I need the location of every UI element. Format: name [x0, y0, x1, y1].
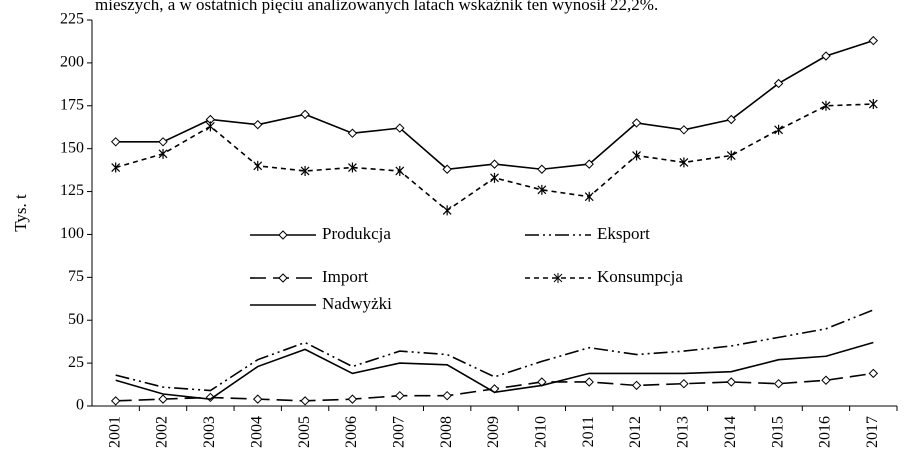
marker [868, 35, 879, 46]
y-tick-label: 125 [60, 182, 84, 199]
marker [726, 150, 736, 161]
x-tick-label: 2011 [580, 416, 597, 447]
y-tick-label: 50 [68, 311, 84, 328]
x-tick-label: 2017 [864, 416, 881, 448]
x-tick-label: 2008 [438, 416, 455, 448]
marker [679, 125, 689, 135]
marker [158, 148, 168, 159]
legend-label: Nadwyżki [322, 294, 392, 313]
marker [253, 160, 263, 171]
series-line [115, 103, 874, 212]
x-tick-label: 2014 [722, 416, 739, 448]
marker [821, 51, 831, 61]
marker [205, 392, 216, 403]
marker [442, 205, 452, 216]
legend-marker [278, 230, 288, 240]
marker [110, 396, 121, 406]
marker [537, 164, 547, 174]
marker [253, 119, 263, 130]
x-tick-label: 2003 [201, 416, 218, 448]
y-axis-label: Tys. t [11, 194, 30, 232]
x-tick-label: 2005 [296, 416, 313, 448]
y-tick-label: 0 [76, 397, 84, 414]
legend-marker [553, 273, 563, 283]
marker [347, 128, 358, 138]
x-tick-label: 2001 [106, 416, 123, 448]
x-tick-label: 2012 [627, 416, 644, 448]
y-tick-label: 225 [60, 11, 84, 28]
x-tick-label: 2009 [485, 416, 502, 448]
marker [490, 172, 499, 183]
legend-label: Konsumpcja [597, 267, 683, 286]
marker [205, 121, 215, 132]
marker [584, 191, 594, 202]
marker [774, 124, 784, 135]
marker [726, 114, 736, 125]
marker [253, 394, 263, 404]
legend-label: Eksport [597, 224, 650, 243]
marker [773, 78, 784, 89]
series-line [115, 39, 874, 171]
legend-marker [278, 273, 288, 283]
x-tick-label: 2015 [769, 416, 786, 448]
y-tick-label: 200 [60, 54, 84, 71]
marker [300, 109, 310, 120]
marker [347, 394, 358, 404]
marker [632, 150, 641, 161]
marker [300, 165, 310, 176]
marker [110, 137, 121, 147]
y-tick-label: 25 [68, 354, 84, 371]
marker [631, 380, 642, 391]
legend-label: Import [322, 267, 369, 286]
x-tick-label: 2016 [817, 416, 834, 448]
marker [489, 159, 500, 169]
x-tick-label: 2013 [675, 416, 692, 448]
marker [348, 162, 357, 173]
annotation: mieszych, a w ostatnich pięciu analizowa… [95, 0, 658, 14]
marker [395, 165, 405, 176]
marker [300, 396, 310, 406]
series-line [115, 341, 874, 400]
x-tick-label: 2006 [343, 416, 360, 448]
x-tick-label: 2007 [390, 416, 407, 448]
y-tick-label: 75 [68, 268, 84, 285]
marker [158, 394, 168, 404]
marker [158, 137, 168, 147]
marker [111, 162, 121, 173]
marker [868, 99, 878, 110]
marker [631, 118, 642, 128]
marker [726, 377, 736, 387]
x-tick-label: 2004 [248, 416, 265, 448]
marker [442, 390, 452, 401]
marker [584, 377, 594, 387]
marker [442, 164, 452, 174]
series-line [115, 309, 874, 392]
marker [537, 184, 547, 195]
marker [868, 368, 879, 379]
marker [395, 390, 405, 401]
y-tick-label: 150 [60, 139, 84, 156]
x-tick-label: 2002 [154, 416, 171, 448]
marker [821, 375, 831, 385]
marker [773, 378, 784, 389]
marker [821, 100, 831, 111]
x-tick-label: 2010 [533, 416, 550, 448]
legend-label: Produkcja [322, 224, 391, 243]
marker [679, 157, 689, 168]
y-tick-label: 100 [60, 225, 84, 242]
marker [679, 378, 689, 389]
marker [395, 123, 405, 133]
y-tick-label: 175 [60, 96, 84, 113]
marker [584, 159, 594, 169]
